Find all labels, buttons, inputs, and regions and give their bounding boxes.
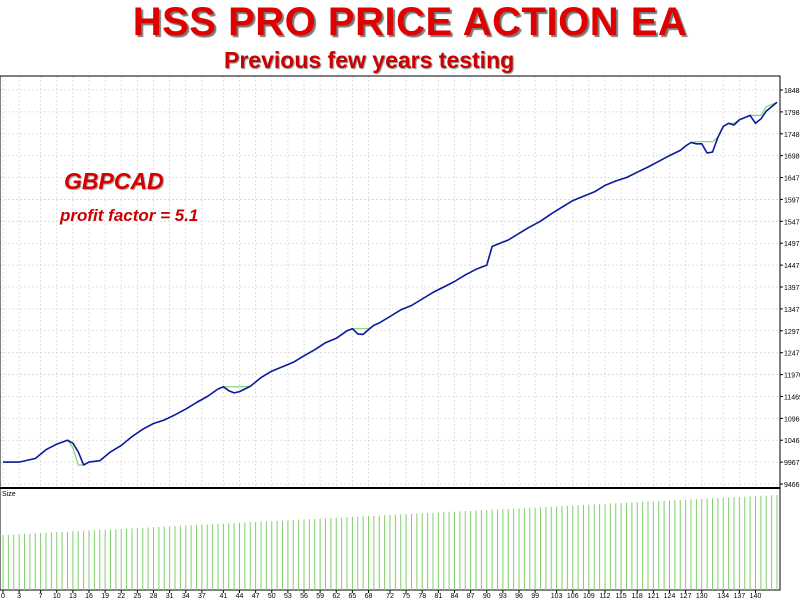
y-tick-label: 13473: [784, 307, 800, 314]
x-axis-ticks: 0 3 7 10 13 16 19 22 25 28 31 34 37 41 44 47 50 53 56 59 62 6…: [1, 590, 761, 600]
chart-grid: [0, 76, 780, 488]
x-tick-label: 62: [332, 593, 340, 600]
y-tick-label: 11970: [784, 373, 800, 380]
x-tick-label: 22: [117, 593, 125, 600]
y-tick-label: 15978: [784, 197, 800, 204]
x-tick-label: 115: [616, 593, 627, 600]
x-tick-label: 90: [483, 593, 491, 600]
y-tick-label: 9466: [784, 482, 800, 489]
x-tick-label: 53: [284, 593, 292, 600]
x-tick-label: 134: [717, 593, 729, 600]
x-tick-label: 106: [567, 593, 579, 600]
x-tick-label: 3: [17, 593, 21, 600]
x-tick-label: 16: [85, 593, 93, 600]
x-tick-label: 140: [750, 593, 762, 600]
x-tick-label: 7: [39, 593, 43, 600]
size-panel-label: Size: [2, 491, 16, 498]
y-tick-label: 13974: [784, 285, 800, 292]
x-tick-label: 19: [101, 593, 109, 600]
x-tick-label: 34: [182, 593, 190, 600]
x-tick-label: 37: [198, 593, 206, 600]
x-tick-label: 41: [219, 593, 227, 600]
x-tick-label: 112: [599, 593, 610, 600]
x-tick-label: 47: [252, 593, 260, 600]
x-tick-label: 81: [434, 593, 442, 600]
x-tick-label: 0: [1, 593, 5, 600]
y-tick-label: 16479: [784, 176, 800, 183]
x-tick-label: 78: [418, 593, 426, 600]
y-tick-label: 10968: [784, 416, 800, 423]
y-tick-label: 12972: [784, 329, 800, 336]
x-tick-label: 59: [316, 593, 324, 600]
x-tick-label: 28: [150, 593, 158, 600]
x-tick-label: 25: [133, 593, 141, 600]
y-tick-label: 10468: [784, 438, 800, 445]
x-tick-label: 31: [166, 593, 174, 600]
y-tick-label: 15477: [784, 219, 800, 226]
x-tick-label: 93: [499, 593, 507, 600]
y-tick-label: 11469: [784, 394, 800, 401]
x-tick-label: 118: [632, 593, 643, 600]
x-tick-label: 96: [515, 593, 523, 600]
profit-factor-label: profit factor = 5.1: [60, 206, 199, 225]
x-tick-label: 127: [680, 593, 692, 600]
x-tick-label: 109: [583, 593, 595, 600]
x-tick-label: 124: [664, 593, 676, 600]
x-tick-label: 10: [53, 593, 61, 600]
balance-line: [3, 101, 778, 466]
x-tick-label: 121: [648, 593, 660, 600]
x-tick-label: 44: [236, 593, 244, 600]
x-tick-label: 99: [531, 593, 539, 600]
page-title: HSS PRO PRICE ACTION EA: [132, 0, 688, 44]
x-tick-label: 50: [268, 593, 276, 600]
y-tick-label: 18482: [784, 88, 800, 95]
page-subtitle: Previous few years testing: [224, 47, 515, 73]
x-tick-label: 13: [69, 593, 77, 600]
x-tick-label: 68: [365, 593, 373, 600]
y-tick-label: 14475: [784, 263, 800, 270]
x-tick-label: 103: [551, 593, 563, 600]
x-tick-label: 56: [300, 593, 308, 600]
x-tick-label: 75: [402, 593, 410, 600]
x-tick-label: 72: [386, 593, 394, 600]
size-bars: [2, 495, 778, 590]
x-tick-label: 87: [467, 593, 475, 600]
y-tick-label: 14976: [784, 241, 800, 248]
x-tick-label: 130: [696, 593, 708, 600]
currency-pair-label: GBPCAD: [64, 168, 164, 194]
y-tick-label: 9967: [784, 460, 800, 467]
y-tick-label: 16980: [784, 154, 800, 161]
y-tick-label: 17480: [784, 132, 800, 139]
x-tick-label: 84: [451, 593, 459, 600]
x-tick-label: 137: [734, 593, 746, 600]
x-tick-label: 65: [348, 593, 356, 600]
chart-series: [3, 101, 778, 466]
